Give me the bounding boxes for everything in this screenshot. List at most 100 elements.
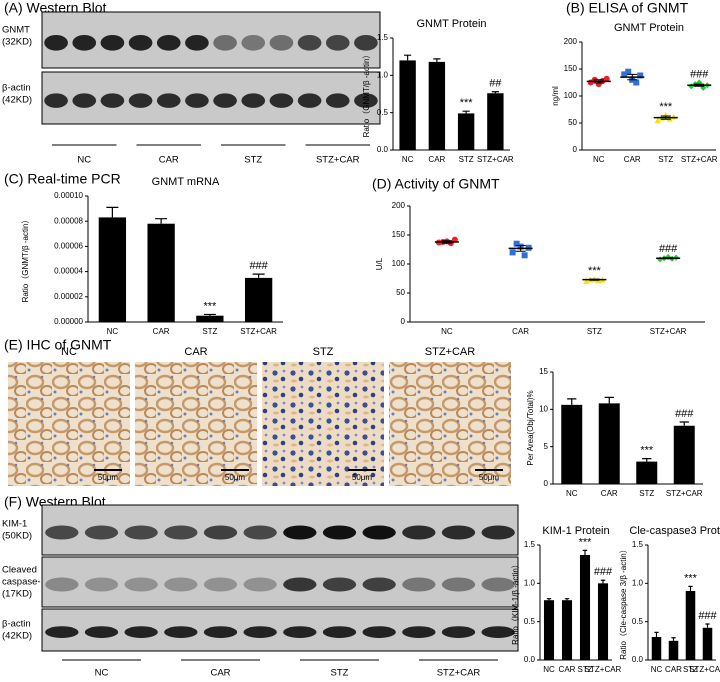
annotation: *** [588, 265, 602, 277]
y-tick-label: 0.0 [377, 145, 389, 154]
blot-band [203, 525, 238, 540]
bar [487, 93, 504, 150]
blot-band [156, 34, 181, 51]
blot-band [402, 577, 436, 592]
blot-label: (32KD) [2, 37, 32, 48]
x-tick-label: CAR [665, 665, 682, 674]
error-bar [515, 244, 526, 252]
blot-band [156, 93, 181, 108]
error-bar [582, 549, 588, 555]
y-tick-label: 100 [564, 91, 578, 100]
annotation: ## [489, 78, 502, 90]
bar [636, 461, 658, 484]
error-bar [567, 398, 577, 405]
scale-label: 50μm [98, 473, 119, 482]
y-tick-label: 200 [564, 37, 578, 46]
annotation: *** [579, 536, 593, 548]
data-point [625, 68, 632, 75]
ihc-image [135, 362, 257, 486]
panel-title: (D) Activity of GNMT [372, 176, 500, 192]
group-label: STZ [331, 668, 349, 679]
blot-band [213, 93, 237, 108]
group-label: CAR [159, 155, 179, 166]
blot-band [481, 626, 515, 638]
blot-band [213, 34, 237, 51]
error-bar [546, 598, 552, 601]
error-bar [564, 598, 570, 601]
blot-band [84, 626, 119, 638]
blot-band [128, 34, 153, 51]
blot-band [354, 34, 378, 51]
blot-band [243, 577, 277, 592]
y-tick-label: 0.00006 [54, 242, 83, 251]
x-tick-label: STZ [202, 327, 217, 336]
ihc-image [389, 362, 511, 486]
error-bar [404, 54, 412, 61]
blot-band [124, 577, 158, 592]
bar [147, 223, 175, 322]
blot-band [283, 626, 317, 638]
data-point [666, 115, 673, 122]
ihc-label: CAR [184, 346, 207, 358]
error-bar [694, 83, 705, 87]
blot-band [84, 525, 119, 540]
chart-title: KIM-1 Protein [542, 525, 609, 537]
x-tick-label: NC [566, 489, 578, 498]
blot-band [269, 34, 294, 51]
error-bar [663, 257, 674, 260]
y-axis-label: Per Area(Obj/Total)% [526, 390, 535, 465]
annotation: ### [659, 243, 678, 255]
error-bar [203, 313, 216, 316]
x-tick-label: CAR [601, 489, 618, 498]
y-axis-label: Ratio（GNMT/β -actin） [362, 51, 371, 138]
blot-band [44, 34, 68, 51]
error-bar [433, 58, 441, 62]
y-tick-label: 0.0 [524, 655, 536, 664]
y-tick-label: 1.5 [632, 540, 644, 549]
data-point [633, 79, 640, 86]
ihc-label: STZ [313, 346, 334, 358]
bar [579, 554, 591, 660]
ihc-image [8, 362, 130, 486]
blot-label: (42KD) [2, 631, 32, 642]
y-tick-label: 0.00002 [54, 292, 83, 301]
blot-band [45, 577, 79, 592]
blot-band [481, 577, 515, 592]
group-label: STZ [244, 155, 262, 166]
blot [41, 608, 519, 652]
x-tick-label: STZ+CAR [240, 327, 277, 336]
x-tick-label: NC [593, 155, 605, 164]
annotation: ### [675, 408, 694, 420]
y-tick-label: 0.5 [377, 108, 389, 117]
blot-band [44, 93, 68, 108]
data-point [637, 72, 644, 79]
blot-band [100, 93, 125, 108]
y-axis-label: ng/ml [551, 86, 560, 106]
blot [41, 504, 519, 556]
blot-band [45, 525, 79, 540]
scale-label: 50μm [479, 473, 500, 482]
y-tick-label: 1.0 [377, 70, 389, 79]
annotation: *** [659, 101, 673, 113]
x-tick-label: STZ [577, 665, 592, 674]
blot-band [241, 34, 266, 51]
y-axis-label: Ratio（KIM-1/β -actin） [511, 560, 520, 645]
blot [41, 11, 381, 69]
error-bar [627, 73, 638, 81]
bar [244, 277, 273, 322]
blot-band [322, 626, 357, 638]
blot [41, 556, 519, 608]
chart-title: GNMT mRNA [152, 176, 220, 188]
blot-band [45, 626, 79, 638]
blot-band [243, 626, 277, 638]
y-tick-label: 0 [573, 145, 578, 154]
bar [196, 315, 224, 322]
x-tick-label: CAR [153, 327, 170, 336]
annotation: ### [690, 68, 709, 80]
blot-band [164, 626, 198, 638]
x-tick-label: STZ+CAR [650, 327, 687, 336]
blot [41, 71, 381, 125]
blot-band [362, 626, 396, 638]
blot-label: β-actin [2, 619, 31, 630]
